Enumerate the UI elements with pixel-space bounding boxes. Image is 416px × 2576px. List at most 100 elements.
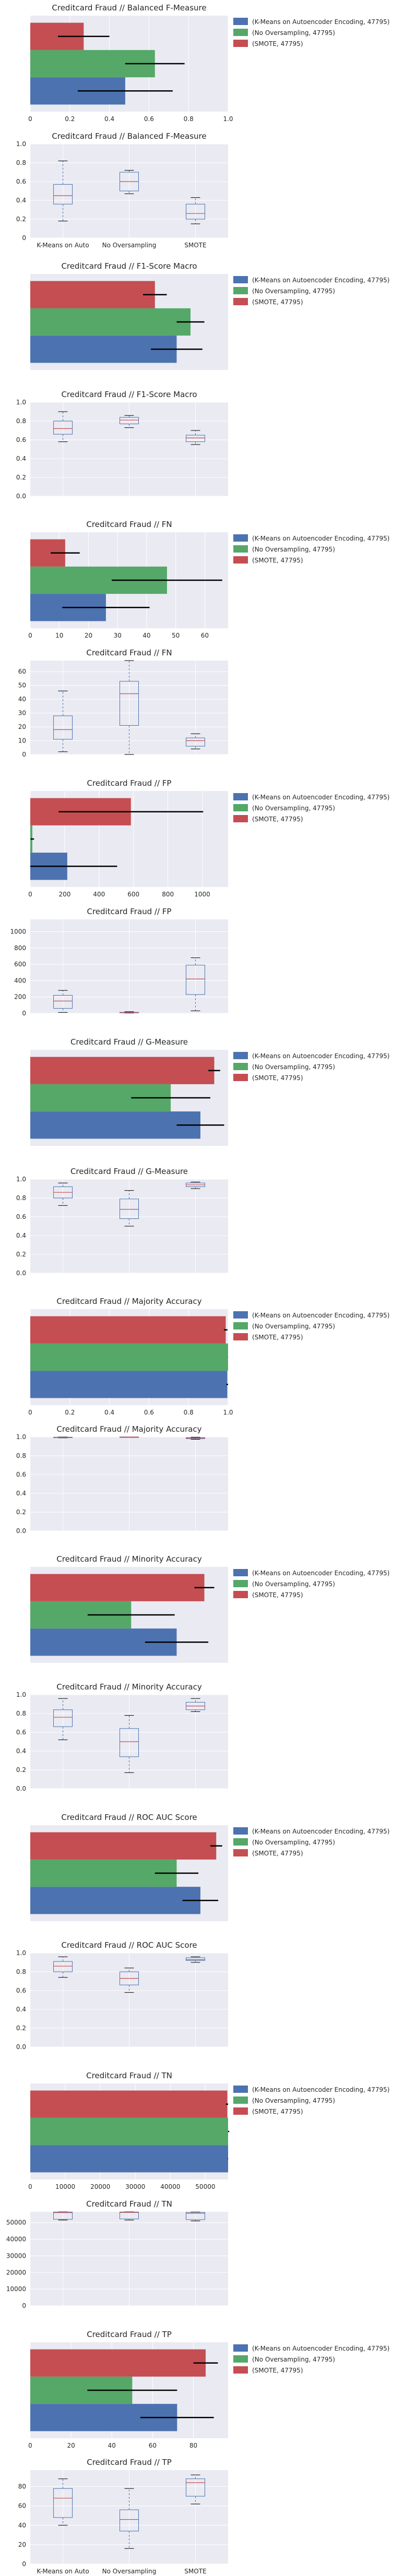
- x-tick-label: 0.4: [104, 115, 114, 123]
- chart-panel-13: Creditcard Fraud // Minority Accuracy 0.0…: [16, 1682, 228, 1792]
- bar-kmeans: [30, 1371, 228, 1398]
- chart-panel-14: Creditcard Fraud // ROC AUC Score (K-Mean…: [30, 1813, 389, 1921]
- y-tick-label: 0.8: [16, 1710, 26, 1717]
- chart-panel-3: Creditcard Fraud // F1-Score Macro 0.0 0.2…: [16, 390, 228, 500]
- legend-label: (No Oversampling, 47795): [252, 287, 335, 295]
- box-body: [185, 435, 205, 442]
- x-tick-label: 0.8: [184, 115, 194, 123]
- box-smote: [185, 1956, 205, 1963]
- chart-title: Creditcard Fraud // TP: [87, 2458, 172, 2467]
- box-no-oversampling: [120, 1715, 139, 1773]
- y-tick-label: 0: [22, 2302, 26, 2309]
- box-smote: [185, 1698, 205, 1712]
- y-tick-label: 10: [18, 737, 26, 745]
- chart-title: Creditcard Fraud // Balanced F-Measure: [52, 3, 206, 13]
- x-tick-label: 1.0: [223, 1409, 233, 1416]
- bar-smote: [30, 1574, 205, 1601]
- box-body: [120, 1199, 139, 1219]
- box-body: [53, 184, 73, 205]
- y-tick-label: 0.2: [16, 215, 26, 223]
- y-tick-label: 30: [18, 710, 26, 717]
- legend-swatch-kmeans: [233, 1827, 248, 1835]
- x-tick-label: 60: [149, 2442, 157, 2449]
- legend-swatch-kmeans: [233, 1052, 248, 1059]
- chart-title: Creditcard Fraud // FP: [87, 907, 172, 916]
- chart-panel-16: Creditcard Fraud // TN 0 10000 20000 30000 40…: [28, 2071, 389, 2190]
- bar-smote: [30, 281, 155, 308]
- legend-swatch-smote: [233, 1074, 248, 1081]
- box-kmeans: [53, 1698, 73, 1740]
- y-tick-label: 60: [18, 668, 26, 675]
- legend-swatch-no-oversampling: [233, 1838, 248, 1846]
- y-tick-label: 0.8: [16, 1452, 26, 1459]
- y-tick-label: 20: [18, 2541, 26, 2548]
- box-smote: [185, 430, 205, 445]
- y-tick-label: 0: [22, 2560, 26, 2568]
- legend-swatch-no-oversampling: [233, 2096, 248, 2104]
- y-tick-label: 20000: [6, 2269, 26, 2276]
- box-kmeans: [53, 2478, 73, 2526]
- box-kmeans: [53, 690, 73, 752]
- legend-label: (SMOTE, 47795): [252, 2108, 303, 2115]
- y-tick-label: 0.6: [16, 178, 26, 185]
- chart-panel-12: Creditcard Fraud // Minority Accuracy (K-…: [30, 1554, 389, 1663]
- y-tick-label: 0.4: [16, 1490, 26, 1497]
- box-smote: [185, 197, 205, 224]
- x-tick-label: 0.2: [65, 1409, 75, 1416]
- box-body: [120, 2509, 139, 2532]
- legend-label: (SMOTE, 47795): [252, 2367, 303, 2374]
- y-tick-label: 40: [18, 2522, 26, 2529]
- y-tick-label: 0.0: [16, 1527, 26, 1535]
- x-tick-label: 60: [201, 632, 209, 639]
- legend-label: (K-Means on Autoencoder Encoding, 47795): [252, 1828, 389, 1835]
- box-body: [53, 1709, 73, 1727]
- y-tick-label: 1.0: [16, 1176, 26, 1183]
- box-kmeans: [53, 1436, 73, 1439]
- y-tick-label: 50000: [6, 2219, 26, 2226]
- box-no-oversampling: [120, 415, 139, 428]
- box-body: [120, 1728, 139, 1757]
- x-tick-label: 0.4: [104, 1409, 114, 1416]
- legend-label: (No Oversampling, 47795): [252, 805, 335, 812]
- bar-smote: [30, 1832, 217, 1860]
- box-body: [185, 2478, 205, 2497]
- bar-no-oversampling: [30, 2117, 228, 2146]
- legend-label: (K-Means on Autoencoder Encoding, 47795): [252, 277, 389, 284]
- y-tick-label: 30000: [6, 2252, 26, 2259]
- chart-title: Creditcard Fraud // FN: [86, 648, 172, 657]
- y-tick-label: 0.4: [16, 197, 26, 204]
- chart-title: Creditcard Fraud // Balanced F-Measure: [52, 131, 206, 141]
- legend-swatch-smote: [233, 2107, 248, 2115]
- y-tick-label: 80: [18, 2483, 26, 2490]
- bar-kmeans: [30, 1111, 200, 1139]
- x-category-label: No Oversampling: [102, 242, 157, 249]
- y-tick-label: 0.8: [16, 1968, 26, 1975]
- x-tick-label: 30: [114, 632, 122, 639]
- legend-swatch-smote: [233, 298, 248, 305]
- box-body: [185, 965, 205, 995]
- box-no-oversampling: [120, 2488, 139, 2549]
- x-tick-label: 600: [127, 891, 139, 898]
- box-body: [53, 2488, 73, 2518]
- legend-swatch-no-oversampling: [233, 2355, 248, 2363]
- legend-swatch-kmeans: [233, 18, 248, 25]
- box-body: [53, 421, 73, 435]
- legend-label: (K-Means on Autoencoder Encoding, 47795): [252, 535, 389, 542]
- x-tick-label: 40: [108, 2442, 116, 2449]
- box-body: [185, 737, 205, 747]
- y-tick-label: 0.4: [16, 455, 26, 462]
- x-tick-label: 30000: [125, 2183, 145, 2190]
- chart-title: Creditcard Fraud // TP: [87, 2330, 172, 2339]
- y-tick-label: 0.8: [16, 159, 26, 166]
- bar-kmeans: [30, 2145, 228, 2173]
- legend-swatch-kmeans: [233, 2344, 248, 2352]
- chart-title: Creditcard Fraud // F1-Score Macro: [61, 390, 197, 399]
- bar-no-oversampling: [30, 1859, 177, 1887]
- y-tick-label: 0.2: [16, 474, 26, 481]
- box-no-oversampling: [120, 2211, 139, 2221]
- chart-panel-5: Creditcard Fraud // FN 0 10 20 30 40 50 60: [18, 648, 228, 758]
- legend-label: (No Oversampling, 47795): [252, 29, 335, 37]
- chart-panel-8: Creditcard Fraud // G-Measure (K-Means on…: [30, 1037, 389, 1146]
- x-category-label: SMOTE: [184, 2568, 206, 2575]
- y-tick-label: 1.0: [16, 1691, 26, 1698]
